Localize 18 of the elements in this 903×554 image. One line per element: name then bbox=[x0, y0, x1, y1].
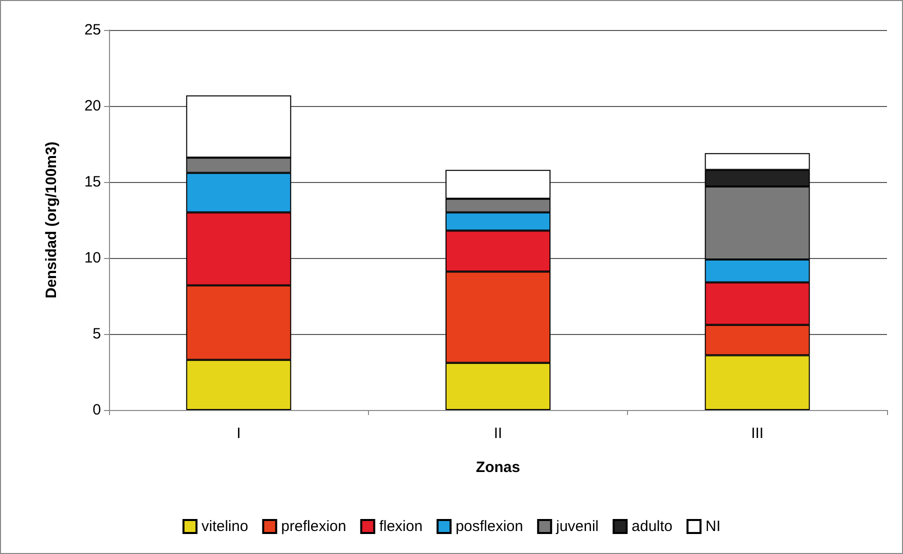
legend-label: posflexion bbox=[456, 518, 524, 535]
legend-label: adulto bbox=[632, 518, 673, 535]
legend-label: juvenil bbox=[555, 518, 599, 535]
y-tick-label: 0 bbox=[92, 402, 101, 418]
x-axis-title: Zonas bbox=[476, 459, 520, 476]
legend-label: NI bbox=[706, 518, 721, 535]
legend-label: flexion bbox=[379, 518, 423, 535]
x-tick-label: III bbox=[751, 425, 764, 442]
x-tick-label: I bbox=[236, 425, 241, 442]
x-tick-label: II bbox=[494, 425, 502, 442]
y-tick-label: 15 bbox=[84, 174, 101, 190]
legend-label: vitelino bbox=[201, 518, 248, 535]
y-tick-label: 10 bbox=[84, 250, 101, 266]
y-tick-label: 5 bbox=[92, 326, 101, 342]
y-tick-label: 20 bbox=[84, 98, 101, 114]
y-tick-label: 25 bbox=[84, 22, 101, 38]
legend-label: preflexion bbox=[281, 518, 346, 535]
y-axis-title: Densidad (org/100m3) bbox=[43, 142, 60, 298]
